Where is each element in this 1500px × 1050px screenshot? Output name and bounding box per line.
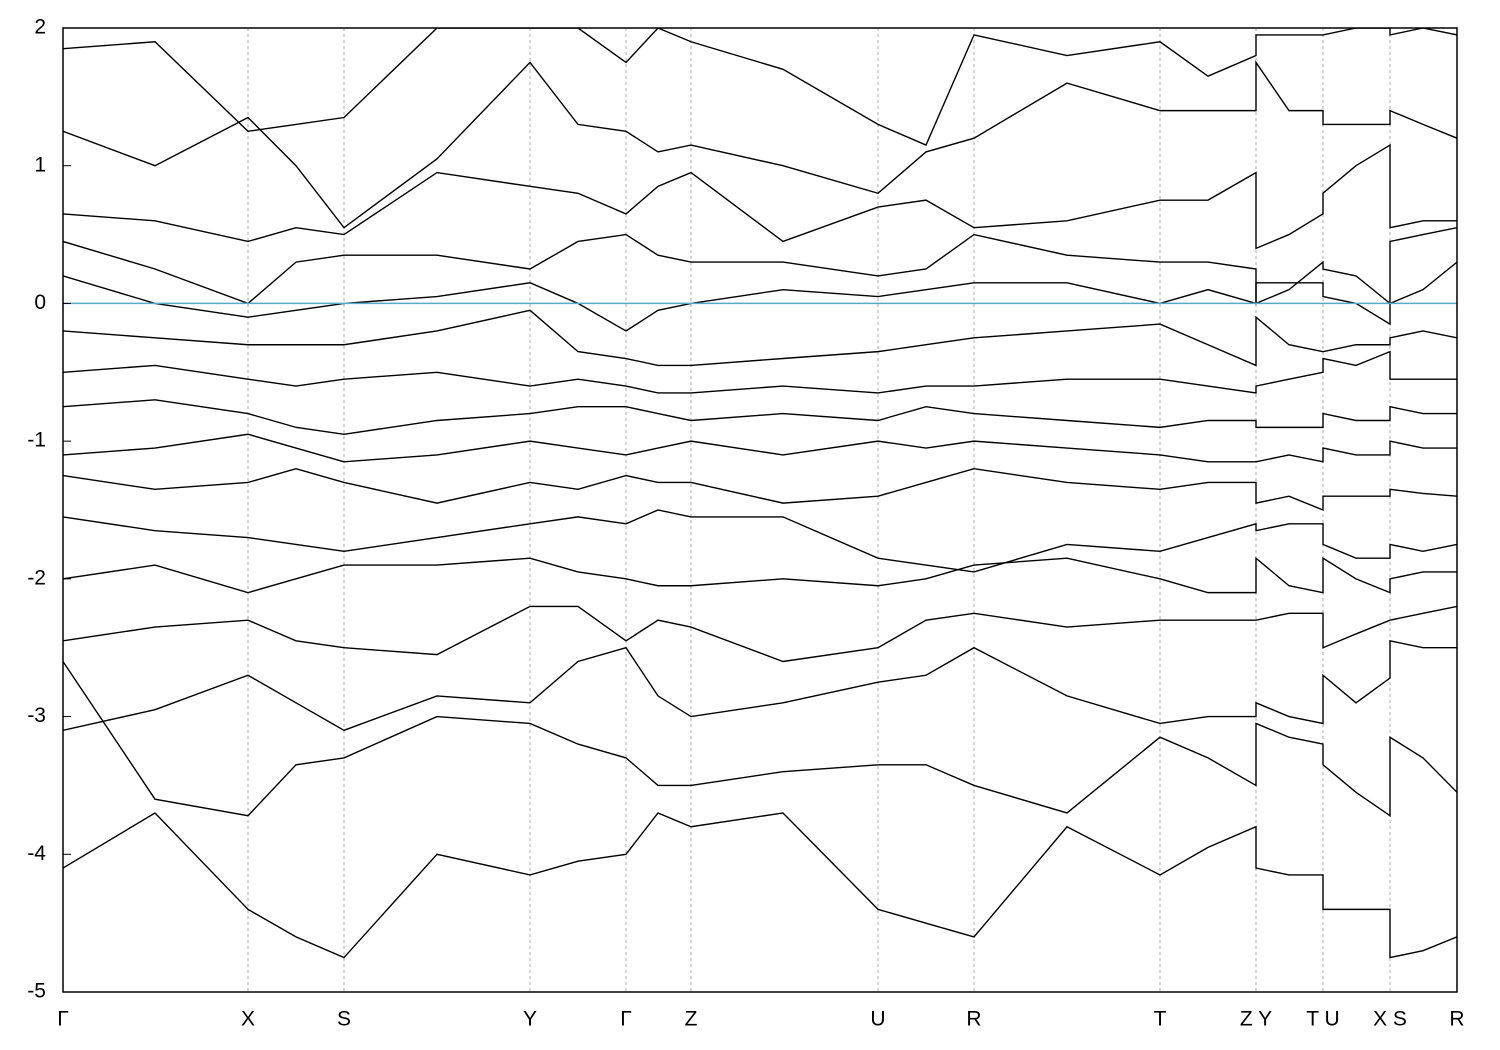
grid-layer bbox=[62, 28, 1458, 992]
x-tick-label: R bbox=[1449, 1008, 1464, 1031]
y-tick-label: -4 bbox=[27, 842, 46, 865]
band bbox=[63, 143, 1457, 250]
y-tick-label: -2 bbox=[27, 566, 46, 589]
x-tick-label: U bbox=[870, 1008, 885, 1031]
labels-layer: -5 -4 -3 -2 -1 0 1 2 Γ X S Y Γ Z U R T Z Y T U X S R bbox=[27, 16, 1464, 1031]
bands-layer bbox=[63, 28, 1457, 959]
band bbox=[63, 467, 1457, 512]
y-tick-label: 1 bbox=[34, 153, 46, 176]
band bbox=[63, 812, 1457, 959]
x-tick-label: T U bbox=[1306, 1008, 1339, 1031]
band bbox=[63, 433, 1457, 463]
x-tick-label: R bbox=[966, 1008, 981, 1031]
x-tick-label: X S bbox=[1373, 1008, 1407, 1031]
band bbox=[63, 605, 1457, 663]
y-tick-label: -1 bbox=[27, 429, 46, 452]
y-tick-label: 2 bbox=[34, 16, 46, 39]
band bbox=[63, 60, 1457, 229]
band bbox=[63, 309, 1457, 367]
band bbox=[63, 661, 1457, 818]
band bbox=[63, 399, 1457, 435]
band bbox=[63, 350, 1457, 394]
x-tick-label: Z Y bbox=[1240, 1008, 1272, 1031]
band bbox=[63, 261, 1457, 332]
x-tick-label: T bbox=[1154, 1008, 1167, 1031]
plot-frame bbox=[62, 27, 1458, 993]
band bbox=[63, 227, 1457, 305]
x-tick-label: S bbox=[337, 1008, 351, 1031]
x-tick-label: Z bbox=[685, 1008, 698, 1031]
x-tick-label: X bbox=[241, 1008, 255, 1031]
y-tick-label: -5 bbox=[27, 980, 46, 1003]
band bbox=[63, 28, 1457, 146]
y-tick-label: -3 bbox=[27, 704, 46, 727]
band bbox=[63, 556, 1457, 594]
band bbox=[63, 639, 1457, 732]
x-tick-label: Γ bbox=[57, 1008, 69, 1031]
x-tick-label: Y bbox=[523, 1008, 537, 1031]
x-tick-label: Γ bbox=[620, 1008, 632, 1031]
band bbox=[63, 509, 1457, 573]
y-tick-label: 0 bbox=[34, 291, 46, 314]
